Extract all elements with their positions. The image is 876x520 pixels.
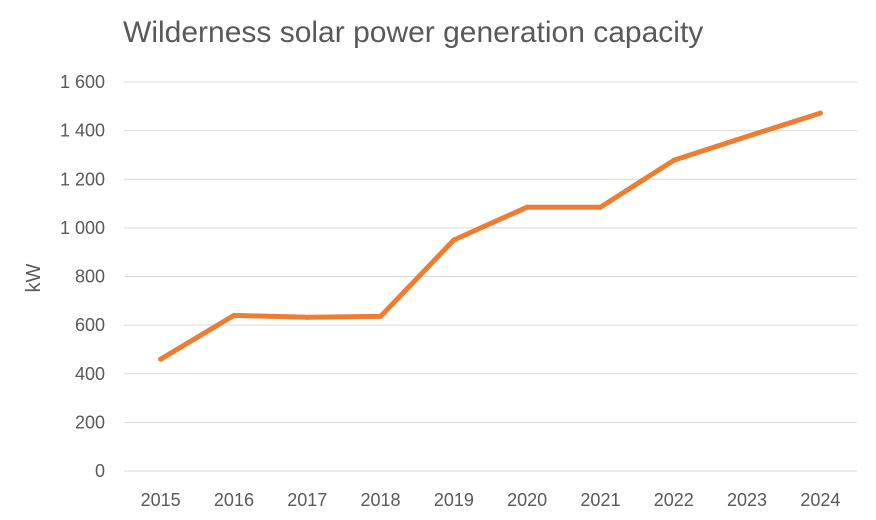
y-tick-label: 1 600	[60, 72, 105, 92]
y-tick-label: 0	[95, 461, 105, 481]
y-tick-label: 1 200	[60, 169, 105, 189]
x-tick-label: 2023	[727, 490, 767, 510]
data-point	[671, 157, 677, 163]
data-point	[597, 204, 603, 210]
y-axis-label: kW	[23, 263, 45, 292]
x-tick-label: 2022	[654, 490, 694, 510]
series-line	[158, 110, 823, 362]
y-tick-label: 1 000	[60, 218, 105, 238]
data-point	[231, 312, 237, 318]
data-point	[304, 314, 310, 320]
y-tick-label: 1 400	[60, 121, 105, 141]
x-tick-label: 2016	[214, 490, 254, 510]
x-tick-label: 2019	[434, 490, 474, 510]
x-tick-label: 2020	[507, 490, 547, 510]
y-tick-label: 600	[75, 315, 105, 335]
y-tick-label: 200	[75, 412, 105, 432]
x-tick-label: 2018	[361, 490, 401, 510]
chart-title: Wilderness solar power generation capaci…	[123, 16, 703, 49]
x-tick-label: 2015	[141, 490, 181, 510]
gridlines	[124, 81, 857, 472]
x-tick-label: 2017	[287, 490, 327, 510]
data-point	[158, 356, 164, 362]
y-tick-label: 400	[75, 364, 105, 384]
data-point	[524, 204, 530, 210]
data-point	[817, 110, 823, 116]
y-tick-label: 800	[75, 267, 105, 287]
y-axis-ticks: 0 200 400 600 800 1 000 1 200 1 400 1 600	[60, 72, 105, 481]
x-tick-label: 2024	[800, 490, 840, 510]
data-point	[451, 237, 457, 243]
x-tick-label: 2021	[580, 490, 620, 510]
data-point	[378, 313, 384, 319]
series-layer	[158, 110, 823, 362]
data-point	[744, 133, 750, 139]
x-axis-ticks: 2015 2016 2017 2018 2019 2020 2021 2022 2023 2024	[141, 490, 841, 510]
